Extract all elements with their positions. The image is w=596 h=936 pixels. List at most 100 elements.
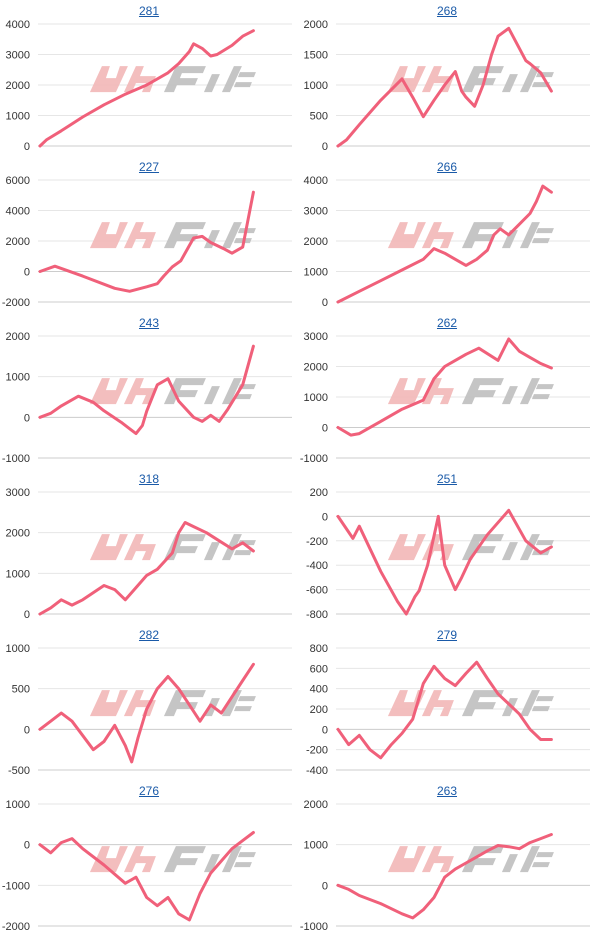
series-line (336, 508, 553, 616)
chart-title-link[interactable]: 282 (138, 628, 160, 642)
watermark-mark (89, 534, 128, 561)
y-tick-label: 0 (322, 880, 328, 892)
chart-title-link[interactable]: 227 (138, 160, 160, 174)
y-tick-label: 2000 (304, 362, 328, 374)
chart-panel: -2000 -1000 0 1000 276 (0, 780, 298, 936)
series-line (38, 662, 255, 764)
watermark-logo (387, 846, 554, 873)
chart-panel: -1000 0 1000 2000 243 (0, 312, 298, 468)
watermark-mark (203, 378, 256, 405)
watermark-mark (89, 66, 128, 93)
y-tick-label: -500 (8, 765, 30, 777)
watermark-mark (163, 846, 206, 873)
y-tick-label: -200 (306, 745, 328, 757)
y-tick-label: -2000 (2, 297, 30, 309)
chart-svg: 0 1000 2000 3000 4000 (6, 19, 292, 153)
y-tick-label: 200 (310, 704, 328, 716)
chart-svg: -1000 0 1000 2000 3000 (300, 331, 590, 465)
watermark-mark (461, 846, 504, 873)
y-tick-label: 500 (12, 684, 30, 696)
y-tick-label: 0 (24, 141, 30, 153)
watermark-mark (501, 222, 554, 249)
watermark-mark (89, 222, 128, 249)
chart-panel: -400 -200 0 200 400 600 800 279 (298, 624, 596, 780)
y-tick-label: 1000 (6, 643, 30, 655)
series-line (336, 26, 553, 148)
chart-title-link[interactable]: 251 (436, 472, 458, 486)
y-tick-label: -1000 (300, 453, 328, 465)
y-tick-label: 4000 (6, 19, 30, 31)
chart-svg: -1000 0 1000 2000 (2, 331, 292, 465)
watermark-mark (387, 846, 426, 873)
chart-svg: 0 500 1000 1500 2000 (304, 19, 590, 153)
watermark-mark (163, 378, 206, 405)
watermark-logo (387, 66, 554, 93)
y-tick-label: 0 (24, 412, 30, 424)
watermark-mark (421, 534, 454, 561)
watermark-mark (89, 690, 128, 717)
y-tick-label: 3000 (304, 206, 328, 218)
watermark-mark (123, 378, 156, 405)
y-tick-label: 500 (310, 111, 328, 123)
chart-panel: 0 500 1000 1500 2000 268 (298, 0, 596, 156)
y-tick-label: 1000 (6, 372, 30, 384)
y-tick-label: 3000 (6, 487, 30, 499)
chart-title-link[interactable]: 279 (436, 628, 458, 642)
watermark-mark (461, 66, 504, 93)
chart-svg: -400 -200 0 200 400 600 800 (306, 643, 590, 777)
chart-title-link[interactable]: 263 (436, 784, 458, 798)
watermark-logo (89, 222, 256, 249)
y-tick-label: 0 (322, 297, 328, 309)
watermark-logo (387, 222, 554, 249)
watermark-mark (421, 846, 454, 873)
chart-title-link[interactable]: 266 (436, 160, 458, 174)
chart-panel: -500 0 500 1000 282 (0, 624, 298, 780)
y-tick-label: 2000 (304, 236, 328, 248)
watermark-mark (89, 378, 128, 405)
y-tick-label: 1000 (6, 111, 30, 123)
chart-panel: -800 -600 -400 -200 0 200 251 (298, 468, 596, 624)
y-tick-label: 0 (24, 267, 30, 279)
watermark-mark (461, 690, 504, 717)
y-tick-label: 0 (24, 724, 30, 736)
chart-title-link[interactable]: 268 (436, 4, 458, 18)
chart-title-link[interactable]: 262 (436, 316, 458, 330)
chart-title-link[interactable]: 281 (138, 4, 160, 18)
y-tick-label: 0 (24, 840, 30, 852)
y-tick-label: 1000 (6, 799, 30, 811)
y-tick-label: -1000 (2, 453, 30, 465)
watermark-mark (163, 222, 206, 249)
y-tick-label: 3000 (304, 331, 328, 343)
watermark-mark (501, 690, 554, 717)
y-tick-label: 1000 (304, 840, 328, 852)
chart-title-link[interactable]: 318 (138, 472, 160, 486)
watermark-mark (203, 846, 256, 873)
chart-title-link[interactable]: 243 (138, 316, 160, 330)
watermark-mark (163, 534, 206, 561)
y-tick-label: 1500 (304, 50, 328, 62)
chart-svg: -2000 0 2000 4000 6000 (2, 175, 292, 309)
chart-panel: 0 1000 2000 3000 4000 266 (298, 156, 596, 312)
watermark-logo (89, 690, 256, 717)
watermark-logo (387, 378, 554, 405)
watermark-mark (203, 690, 256, 717)
y-tick-label: -1000 (300, 921, 328, 933)
y-tick-label: -1000 (2, 880, 30, 892)
y-tick-label: 0 (24, 609, 30, 621)
series-line (336, 660, 553, 760)
chart-svg: -2000 -1000 0 1000 (2, 799, 292, 933)
series-line (336, 833, 553, 920)
y-tick-label: 3000 (6, 50, 30, 62)
y-tick-label: 6000 (6, 175, 30, 187)
watermark-logo (89, 846, 256, 873)
watermark-mark (421, 378, 454, 405)
series-line (38, 344, 255, 436)
watermark-mark (123, 846, 156, 873)
watermark-mark (387, 222, 426, 249)
chart-title-link[interactable]: 276 (138, 784, 160, 798)
y-tick-label: -800 (306, 609, 328, 621)
series-line (38, 190, 255, 293)
series-line (38, 831, 255, 922)
series-line (38, 521, 255, 616)
y-tick-label: 2000 (6, 80, 30, 92)
